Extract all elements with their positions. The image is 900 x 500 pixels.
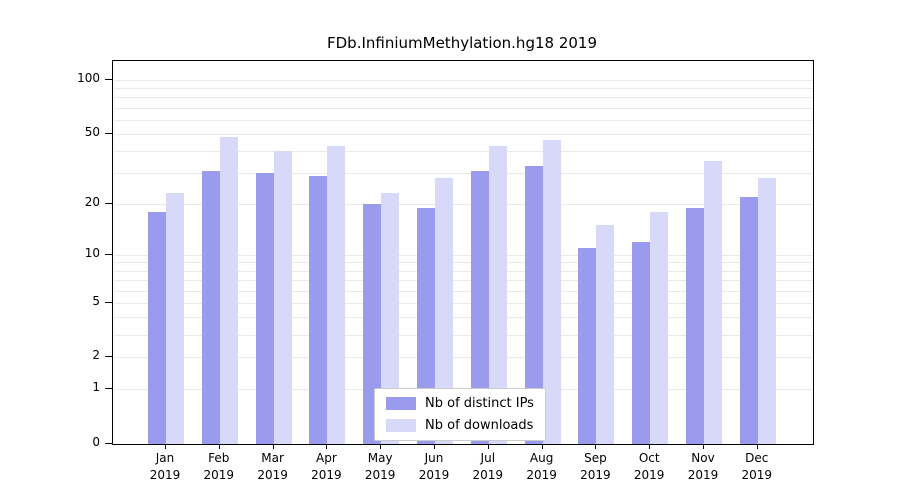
x-tick-mark-oct — [649, 444, 651, 449]
y-tick-mark-0 — [105, 443, 112, 444]
y-tick-label-100: 100 — [77, 71, 100, 85]
bar-downloads-jan — [166, 193, 184, 444]
gridline-40 — [113, 151, 813, 153]
x-tick-label-aug: Aug 2019 — [526, 451, 557, 482]
chart-legend: Nb of distinct IPs Nb of downloads — [374, 388, 546, 441]
y-tick-label-20: 20 — [84, 194, 100, 209]
gridline-3 — [113, 334, 813, 336]
bar-downloads-oct — [650, 211, 669, 444]
y-tick-mark-10 — [105, 253, 112, 255]
gridline-50 — [113, 133, 813, 135]
bar-distinct-ips-may — [363, 203, 382, 444]
bar-downloads-mar — [273, 151, 292, 444]
y-tick-label-10: 10 — [84, 245, 100, 260]
legend-item-downloads: Nb of downloads — [386, 418, 534, 433]
bar-downloads-jun — [435, 178, 453, 444]
x-tick-mark-nov — [703, 444, 704, 449]
bar-distinct-ips-dec — [739, 196, 758, 444]
gridline-80 — [113, 97, 813, 99]
bar-downloads-feb — [219, 137, 238, 444]
gridline-4 — [113, 317, 813, 319]
x-tick-mark-jan — [165, 444, 166, 449]
y-tick-mark-50 — [105, 132, 112, 134]
gridline-30 — [113, 173, 813, 175]
x-tick-label-jan: Jan 2019 — [149, 451, 181, 482]
legend-label-downloads: Nb of downloads — [425, 418, 534, 433]
bar-downloads-jul — [488, 145, 507, 444]
bar-distinct-ips-mar — [255, 173, 274, 444]
bar-downloads-nov — [704, 161, 722, 444]
y-tick-label-50: 50 — [84, 124, 100, 139]
gridline-8 — [113, 270, 813, 272]
x-tick-mark-sep — [595, 444, 597, 449]
x-tick-mark-apr — [326, 444, 328, 449]
bar-downloads-dec — [757, 178, 776, 444]
gridline-70 — [113, 107, 813, 109]
bar-distinct-ips-apr — [309, 175, 328, 444]
gridline-5 — [113, 302, 813, 304]
bar-distinct-ips-nov — [686, 207, 704, 444]
gridline-10 — [113, 254, 813, 256]
bar-downloads-may — [381, 193, 400, 444]
x-tick-label-jun: Jun 2019 — [418, 451, 450, 482]
x-tick-label-feb: Feb 2019 — [203, 451, 235, 482]
legend-label-distinct-ips: Nb of distinct IPs — [425, 396, 534, 411]
legend-item-distinct-ips: Nb of distinct IPs — [386, 396, 534, 411]
x-tick-mark-jun — [434, 444, 435, 449]
x-tick-label-mar: Mar 2019 — [257, 451, 288, 482]
bar-distinct-ips-jun — [417, 207, 435, 444]
gridline-2 — [113, 357, 813, 359]
x-tick-mark-jul — [487, 444, 489, 449]
bar-distinct-ips-oct — [632, 241, 651, 444]
y-tick-mark-5 — [105, 301, 112, 303]
x-tick-label-jul: Jul 2019 — [472, 451, 504, 482]
gridline-20 — [113, 203, 813, 205]
bar-downloads-sep — [596, 225, 615, 444]
x-tick-label-may: May 2019 — [364, 451, 396, 482]
gridline-9 — [113, 262, 813, 264]
x-tick-mark-mar — [272, 444, 274, 449]
x-tick-mark-may — [380, 444, 382, 449]
x-tick-label-dec: Dec 2019 — [741, 451, 773, 482]
bar-downloads-apr — [327, 145, 346, 444]
y-tick-mark-100 — [105, 79, 112, 80]
y-tick-label-2: 2 — [92, 348, 100, 363]
gridline-90 — [113, 88, 813, 90]
y-tick-label-1: 1 — [92, 380, 100, 395]
gridline-60 — [113, 119, 813, 121]
y-tick-label-0: 0 — [92, 435, 100, 449]
plot-area — [112, 60, 814, 445]
x-tick-label-sep: Sep 2019 — [580, 451, 611, 482]
bar-distinct-ips-sep — [578, 248, 597, 444]
x-tick-mark-feb — [218, 444, 220, 449]
x-tick-label-apr: Apr 2019 — [311, 451, 342, 482]
gridline-6 — [113, 290, 813, 292]
chart-title: FDb.InfiniumMethylation.hg18 2019 — [327, 34, 597, 52]
legend-swatch-downloads — [386, 419, 416, 432]
x-tick-label-oct: Oct 2019 — [633, 451, 665, 482]
x-tick-mark-dec — [756, 444, 758, 449]
gridline-7 — [113, 280, 813, 281]
gridline-100 — [113, 80, 813, 81]
bar-downloads-aug — [542, 140, 561, 444]
bar-distinct-ips-feb — [201, 170, 220, 444]
y-tick-mark-2 — [105, 356, 112, 358]
x-tick-mark-aug — [541, 444, 543, 449]
legend-swatch-distinct-ips — [386, 397, 416, 410]
y-tick-mark-1 — [105, 388, 112, 390]
bar-distinct-ips-aug — [524, 165, 543, 444]
bar-distinct-ips-jul — [470, 170, 489, 444]
bar-distinct-ips-jan — [148, 211, 166, 444]
y-tick-mark-20 — [105, 202, 112, 204]
x-tick-label-nov: Nov 2019 — [687, 451, 719, 482]
y-tick-label-5: 5 — [92, 293, 100, 308]
